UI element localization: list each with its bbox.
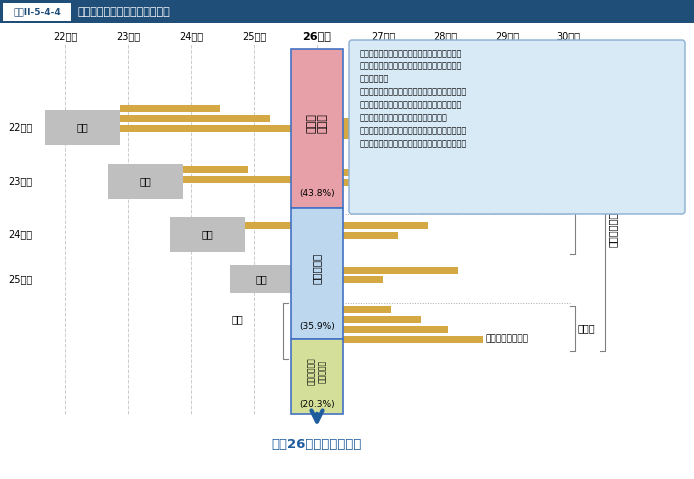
Text: 契約: 契約 bbox=[255, 274, 267, 284]
Text: 歳出額と新規後年度負担の関係: 歳出額と新規後年度負担の関係 bbox=[78, 7, 171, 17]
Text: 後年度負担額: 後年度負担額 bbox=[608, 211, 618, 247]
Bar bbox=[245, 222, 291, 229]
Text: (35.9%): (35.9%) bbox=[299, 322, 335, 331]
Text: 図表II-5-4-4: 図表II-5-4-4 bbox=[13, 8, 61, 16]
Text: 25年度: 25年度 bbox=[242, 31, 266, 41]
Text: 23年度: 23年度 bbox=[116, 31, 140, 41]
FancyBboxPatch shape bbox=[349, 40, 685, 214]
Text: 24年度: 24年度 bbox=[179, 31, 203, 41]
Text: 歳出予算で見た防衛関係費は、人件・糧食費と
歳出化経費という義務的な経費が全体の８割を
占めている。
　また、活動経費である一般物件費は全体の２割
程度であるが: 歳出予算で見た防衛関係費は、人件・糧食費と 歳出化経費という義務的な経費が全体の… bbox=[360, 49, 467, 148]
Bar bbox=[170, 217, 245, 252]
Text: 契約: 契約 bbox=[201, 229, 213, 239]
Text: 既定分: 既定分 bbox=[578, 175, 595, 185]
Text: 26年度: 26年度 bbox=[303, 31, 332, 41]
Text: 30年度: 30年度 bbox=[556, 31, 580, 41]
Text: 契約: 契約 bbox=[76, 122, 88, 132]
Text: 28年度: 28年度 bbox=[433, 31, 457, 41]
Bar bbox=[120, 125, 291, 132]
Bar bbox=[343, 267, 458, 274]
Bar bbox=[343, 336, 483, 343]
Bar bbox=[45, 110, 120, 145]
Bar bbox=[108, 164, 183, 199]
Bar bbox=[343, 232, 398, 239]
Text: 〔活動経費〕
一般物件費: 〔活動経費〕 一般物件費 bbox=[307, 358, 327, 386]
Bar bbox=[291, 208, 343, 339]
Bar bbox=[343, 306, 391, 313]
Bar bbox=[120, 115, 270, 122]
Bar bbox=[343, 326, 448, 333]
Bar bbox=[343, 118, 491, 125]
Text: 平成26年度防衛関係費: 平成26年度防衛関係費 bbox=[272, 437, 362, 451]
Text: 契約: 契約 bbox=[231, 314, 243, 324]
Bar bbox=[343, 316, 421, 323]
Text: 24年度: 24年度 bbox=[8, 229, 32, 239]
Bar bbox=[343, 276, 383, 283]
Bar bbox=[230, 265, 292, 293]
Bar bbox=[183, 166, 248, 173]
Bar bbox=[343, 179, 418, 186]
Bar bbox=[343, 125, 463, 132]
Text: 契約: 契約 bbox=[139, 176, 151, 186]
Text: 25年度: 25年度 bbox=[8, 274, 32, 284]
Text: (20.3%): (20.3%) bbox=[299, 400, 335, 409]
Bar bbox=[343, 169, 451, 176]
Bar bbox=[343, 222, 428, 229]
Bar bbox=[183, 176, 291, 183]
Bar bbox=[120, 105, 220, 112]
Text: 新規分: 新規分 bbox=[578, 323, 595, 333]
Bar bbox=[0, 0, 694, 23]
Text: 人件・
糧食費: 人件・ 糧食費 bbox=[306, 114, 328, 134]
Bar bbox=[3, 3, 71, 21]
Bar bbox=[291, 339, 343, 414]
Bar bbox=[343, 132, 435, 139]
Text: 27年度: 27年度 bbox=[371, 31, 395, 41]
Text: 22年度: 22年度 bbox=[53, 31, 77, 41]
Bar bbox=[291, 49, 343, 208]
Text: 物件費契約ベース: 物件費契約ベース bbox=[486, 334, 529, 343]
Text: 22年度: 22年度 bbox=[8, 122, 32, 132]
Text: (43.8%): (43.8%) bbox=[299, 189, 335, 198]
Text: 23年度: 23年度 bbox=[8, 176, 32, 186]
Text: 29年度: 29年度 bbox=[495, 31, 519, 41]
Text: 歳出化経費: 歳出化経費 bbox=[312, 253, 322, 284]
